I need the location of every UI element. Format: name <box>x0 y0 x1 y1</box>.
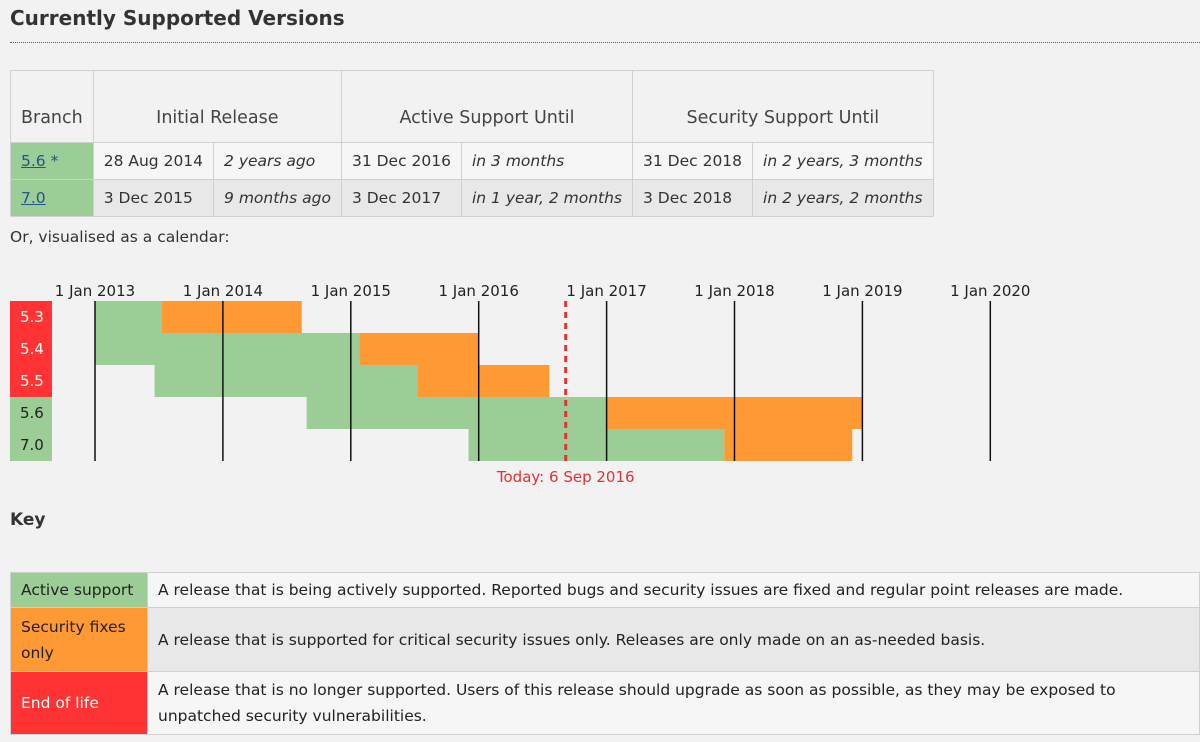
branch-cell: 5.6 * <box>10 142 94 180</box>
branch-label: 5.5 <box>20 372 44 390</box>
active-relative: in 3 months <box>460 142 634 180</box>
security-date: 31 Dec 2018 <box>632 142 754 180</box>
security-date: 3 Dec 2018 <box>632 179 754 217</box>
active-bar <box>154 365 418 397</box>
active-bar <box>95 301 162 333</box>
active-date: 31 Dec 2016 <box>340 142 462 180</box>
versions-table: Branch Initial Release Active Support Un… <box>10 70 934 217</box>
initial-release-header: Initial Release <box>92 70 342 143</box>
initial-relative: 2 years ago <box>213 142 342 180</box>
branch-label-bg <box>10 365 52 397</box>
calendar-intro: Or, visualised as a calendar: <box>10 228 230 246</box>
branch-label-bg <box>10 397 52 429</box>
table-row: 5.6 * 28 Aug 2014 2 years ago 31 Dec 201… <box>10 142 934 180</box>
key-row-active: Active support A release that is being a… <box>10 572 1200 608</box>
key-label-security: Security fixes only <box>10 607 148 672</box>
key-row-security: Security fixes only A release that is su… <box>10 607 1200 672</box>
table-header-row: Branch Initial Release Active Support Un… <box>10 70 934 143</box>
active-date: 3 Dec 2017 <box>340 179 462 217</box>
branch-label-bg <box>10 429 52 461</box>
active-support-header: Active Support Until <box>340 70 634 143</box>
security-bar <box>161 301 302 333</box>
branch-header: Branch <box>10 70 94 143</box>
key-label-active: Active support <box>10 572 148 608</box>
security-relative: in 2 years, 3 months <box>752 142 934 180</box>
key-desc-active: A release that is being actively support… <box>147 572 1200 608</box>
year-label: 1 Jan 2016 <box>439 282 519 300</box>
initial-date: 3 Dec 2015 <box>92 179 215 217</box>
year-label: 1 Jan 2013 <box>55 282 135 300</box>
branch-label: 7.0 <box>20 436 44 454</box>
page-title: Currently Supported Versions <box>10 6 345 30</box>
branch-cell: 7.0 <box>10 179 94 217</box>
initial-date: 28 Aug 2014 <box>92 142 215 180</box>
year-label: 1 Jan 2019 <box>822 282 902 300</box>
active-relative: in 1 year, 2 months <box>460 179 634 217</box>
initial-relative: 9 months ago <box>213 179 342 217</box>
branch-label: 5.3 <box>20 308 44 326</box>
today-label: Today: 6 Sep 2016 <box>496 468 635 486</box>
security-relative: in 2 years, 2 months <box>752 179 934 217</box>
branch-link-7-0[interactable]: 7.0 <box>21 189 46 207</box>
active-bar <box>95 333 360 365</box>
table-row: 7.0 3 Dec 2015 9 months ago 3 Dec 2017 i… <box>10 179 934 217</box>
branch-label-bg <box>10 333 52 365</box>
active-bar <box>468 429 725 461</box>
security-bar <box>359 333 479 365</box>
year-label: 1 Jan 2015 <box>311 282 391 300</box>
branch-footnote: * <box>45 152 59 170</box>
year-label: 1 Jan 2018 <box>694 282 774 300</box>
branch-label: 5.6 <box>20 404 44 422</box>
key-desc-security: A release that is supported for critical… <box>147 607 1200 672</box>
year-label: 1 Jan 2014 <box>183 282 263 300</box>
key-label-eol: End of life <box>10 671 148 735</box>
year-label: 1 Jan 2017 <box>566 282 646 300</box>
branch-link-5-6[interactable]: 5.6 <box>21 152 46 170</box>
security-bar <box>417 365 550 397</box>
security-support-header: Security Support Until <box>632 70 934 143</box>
active-bar <box>306 397 607 429</box>
key-desc-eol: A release that is no longer supported. U… <box>147 671 1200 735</box>
heading-divider <box>10 42 1200 43</box>
year-label: 1 Jan 2020 <box>950 282 1030 300</box>
key-table: Active support A release that is being a… <box>10 572 1200 735</box>
key-row-eol: End of life A release that is no longer … <box>10 671 1200 735</box>
key-title: Key <box>10 510 46 530</box>
security-bar <box>724 429 853 461</box>
branch-label-bg <box>10 301 52 333</box>
branch-label: 5.4 <box>20 340 44 358</box>
support-calendar: 5.3 5.4 5.5 5.6 7.0 1 Jan 2013 1 Jan 2014 1 Jan… <box>10 282 1030 486</box>
